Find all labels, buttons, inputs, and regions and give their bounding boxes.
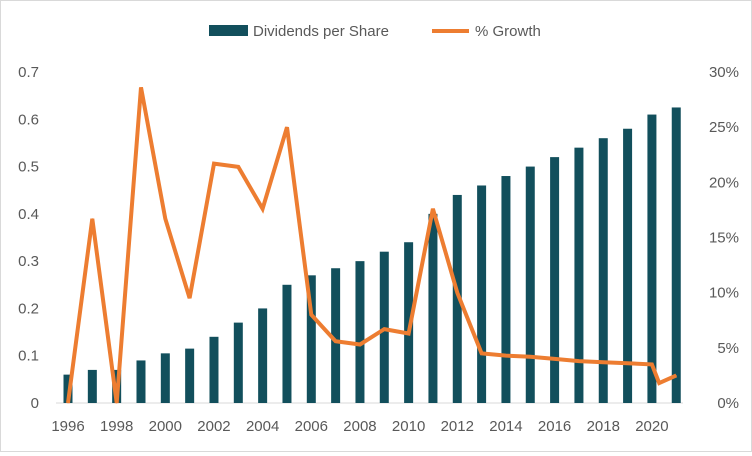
x-tick-label: 2012 xyxy=(441,418,474,435)
growth-point-1996 xyxy=(67,402,69,404)
growth-point-2020_3 xyxy=(658,382,660,384)
line-series-growth xyxy=(66,86,678,404)
bar-1997 xyxy=(87,369,97,403)
x-tick-label: 2004 xyxy=(246,418,279,435)
legend-label-dividends: Dividends per Share xyxy=(253,23,389,40)
x-tick-label: 2020 xyxy=(635,418,668,435)
y-left-tick-label: 0.6 xyxy=(18,111,39,128)
y-left-tick-label: 0.7 xyxy=(18,64,39,81)
bar-2016 xyxy=(550,157,560,403)
growth-point-1997 xyxy=(91,218,93,220)
x-tick-label: 2008 xyxy=(343,418,376,435)
bar-2004 xyxy=(258,308,268,403)
x-tick-label: 2002 xyxy=(197,418,230,435)
bar-1999 xyxy=(136,360,146,403)
bar-2017 xyxy=(574,147,584,403)
bar-2007 xyxy=(331,268,341,403)
bar-2008 xyxy=(355,261,365,403)
y-left-tick-label: 0.1 xyxy=(18,348,39,365)
y-left-tick-label: 0.4 xyxy=(18,206,39,223)
x-tick-label: 1996 xyxy=(51,418,84,435)
x-tick-label: 2016 xyxy=(538,418,571,435)
bar-2015 xyxy=(525,166,535,403)
growth-point-2016 xyxy=(554,358,556,360)
bar-2000 xyxy=(160,353,170,403)
y-left-tick-label: 0.2 xyxy=(18,300,39,317)
y-left-tick-label: 0.5 xyxy=(18,159,39,176)
growth-point-2003 xyxy=(237,166,239,168)
bar-2018 xyxy=(598,138,608,403)
bar-2012 xyxy=(452,194,462,403)
x-tick-label: 2000 xyxy=(149,418,182,435)
growth-point-2008 xyxy=(359,344,361,346)
bar-2002 xyxy=(209,336,219,403)
bar-2001 xyxy=(185,348,195,403)
growth-point-2012 xyxy=(456,292,458,294)
growth-point-2006 xyxy=(310,314,312,316)
y-right-tick-label: 20% xyxy=(709,174,739,191)
growth-point-2001 xyxy=(189,297,191,299)
bar-2021 xyxy=(671,107,681,403)
x-axis-ticks: 1996 1998 2000 2002 2004 2006 2008 2010 2012 2014… xyxy=(51,418,668,435)
growth-point-2018 xyxy=(602,361,604,363)
y-axis-left-ticks: 0 0.1 0.2 0.3 0.4 0.5 0.6 0.7 xyxy=(18,64,39,412)
y-left-tick-label: 0 xyxy=(31,395,39,412)
bar-series-dividends xyxy=(63,107,681,404)
growth-point-2007 xyxy=(335,340,337,342)
legend: Dividends per Share % Growth xyxy=(209,23,541,40)
bar-2006 xyxy=(306,275,316,403)
growth-point-2005 xyxy=(286,126,288,128)
growth-point-1998 xyxy=(116,402,118,404)
x-tick-label: 2014 xyxy=(489,418,522,435)
growth-point-2020 xyxy=(651,363,653,365)
x-tick-label: 2018 xyxy=(587,418,620,435)
bar-2011 xyxy=(428,213,438,403)
bar-2014 xyxy=(501,176,511,403)
y-axis-right-ticks: 0% 5% 10% 15% 20% 25% 30% xyxy=(709,64,739,412)
x-tick-label: 1998 xyxy=(100,418,133,435)
y-left-tick-label: 0.3 xyxy=(18,253,39,270)
y-right-tick-label: 25% xyxy=(709,119,739,136)
growth-point-2009 xyxy=(383,328,385,330)
bar-2020 xyxy=(647,114,657,404)
growth-point-2011 xyxy=(432,208,434,210)
growth-point-2017 xyxy=(578,360,580,362)
bar-2019 xyxy=(623,128,633,403)
x-tick-label: 2010 xyxy=(392,418,425,435)
growth-point-2000 xyxy=(164,218,166,220)
growth-point-2013 xyxy=(481,352,483,354)
legend-swatch-dividends xyxy=(209,25,248,36)
growth-point-2002 xyxy=(213,163,215,165)
growth-point-2010 xyxy=(408,332,410,334)
bar-2010 xyxy=(404,242,414,403)
y-right-tick-label: 0% xyxy=(717,395,739,412)
growth-point-1999 xyxy=(140,86,142,88)
growth-point-2014 xyxy=(505,355,507,357)
bar-2013 xyxy=(477,185,487,403)
growth-point-2004 xyxy=(262,208,264,210)
growth-line xyxy=(66,87,678,404)
y-right-tick-label: 15% xyxy=(709,230,739,247)
y-right-tick-label: 30% xyxy=(709,64,739,81)
y-right-tick-label: 5% xyxy=(717,340,739,357)
legend-label-growth: % Growth xyxy=(475,23,541,40)
bar-2005 xyxy=(282,284,292,403)
growth-point-2015 xyxy=(529,356,531,358)
bar-2003 xyxy=(233,322,243,403)
y-right-tick-label: 10% xyxy=(709,285,739,302)
growth-point-2021 xyxy=(675,374,677,376)
x-tick-label: 2006 xyxy=(295,418,328,435)
growth-point-2019 xyxy=(627,362,629,364)
